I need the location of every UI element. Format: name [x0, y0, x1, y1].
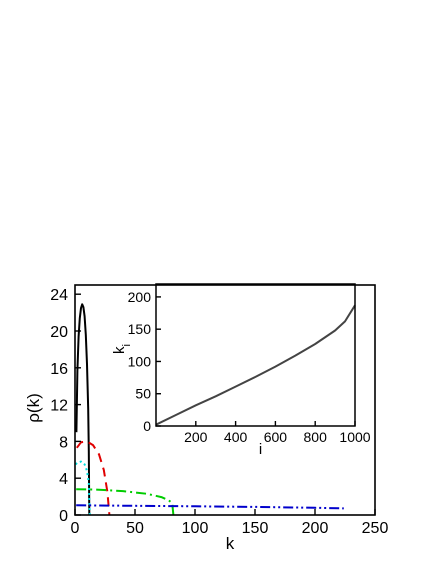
main-y-tick-label: 12 [50, 398, 68, 415]
inset-x-tick-label: 400 [224, 429, 248, 445]
inset-y-axis-title: ki [111, 344, 133, 354]
main-y-tick-label: 0 [59, 508, 68, 525]
inset-plot: 200 400 600 800 1000 0 50 100 150 200 i ki [111, 283, 371, 458]
inset-y-tick-label: 150 [128, 321, 152, 337]
main-x-tick-label: 150 [242, 520, 269, 537]
inset-x-tick-label: 800 [304, 429, 328, 445]
main-y-tick-label: 20 [50, 324, 68, 341]
inset-x-axis-title: i [259, 441, 262, 458]
inset-series-1-line [155, 304, 356, 426]
main-series-1-line [75, 303, 91, 516]
main-plot: 0 50 100 150 200 250 0 4 8 12 16 20 24 k ρ(k) [24, 284, 389, 553]
inset-y-tick-label: 200 [128, 289, 152, 305]
inset-x-tick-label: 600 [264, 429, 288, 445]
main-y-tick-label: 4 [59, 471, 68, 488]
main-x-tick-label: 250 [362, 520, 389, 537]
main-x-axis-title: k [226, 534, 235, 553]
main-axes-frame [74, 284, 376, 516]
inset-y-tick-label: 50 [135, 386, 151, 402]
main-series-3-line [74, 460, 91, 516]
main-series-4-line [76, 488, 175, 516]
main-series-5-line [76, 504, 344, 510]
main-x-tick-label: 200 [302, 520, 329, 537]
main-y-tick-label: 24 [50, 287, 68, 304]
main-x-tick-label: 0 [71, 520, 80, 537]
main-y-axis-title: ρ(k) [24, 393, 43, 423]
main-x-tick-label: 50 [126, 520, 144, 537]
main-x-tick-label: 100 [182, 520, 209, 537]
inset-axes-frame [155, 283, 356, 427]
inset-x-tick-label: 1000 [339, 429, 370, 445]
main-y-tick-label: 16 [50, 361, 68, 378]
inset-y-tick-label: 100 [128, 353, 152, 369]
main-series-2-line [76, 440, 111, 516]
inset-x-tick-label: 200 [184, 429, 208, 445]
inset-y-tick-label: 0 [143, 418, 151, 434]
main-y-tick-label: 8 [59, 434, 68, 451]
